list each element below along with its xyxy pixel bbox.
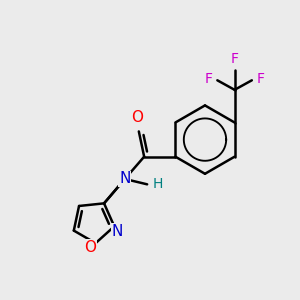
Text: F: F — [205, 72, 213, 86]
Text: N: N — [119, 172, 130, 187]
Text: F: F — [231, 52, 239, 66]
Text: O: O — [131, 110, 143, 125]
Text: H: H — [152, 177, 163, 191]
Text: N: N — [112, 224, 123, 239]
Text: O: O — [84, 240, 96, 255]
Text: F: F — [256, 72, 264, 86]
